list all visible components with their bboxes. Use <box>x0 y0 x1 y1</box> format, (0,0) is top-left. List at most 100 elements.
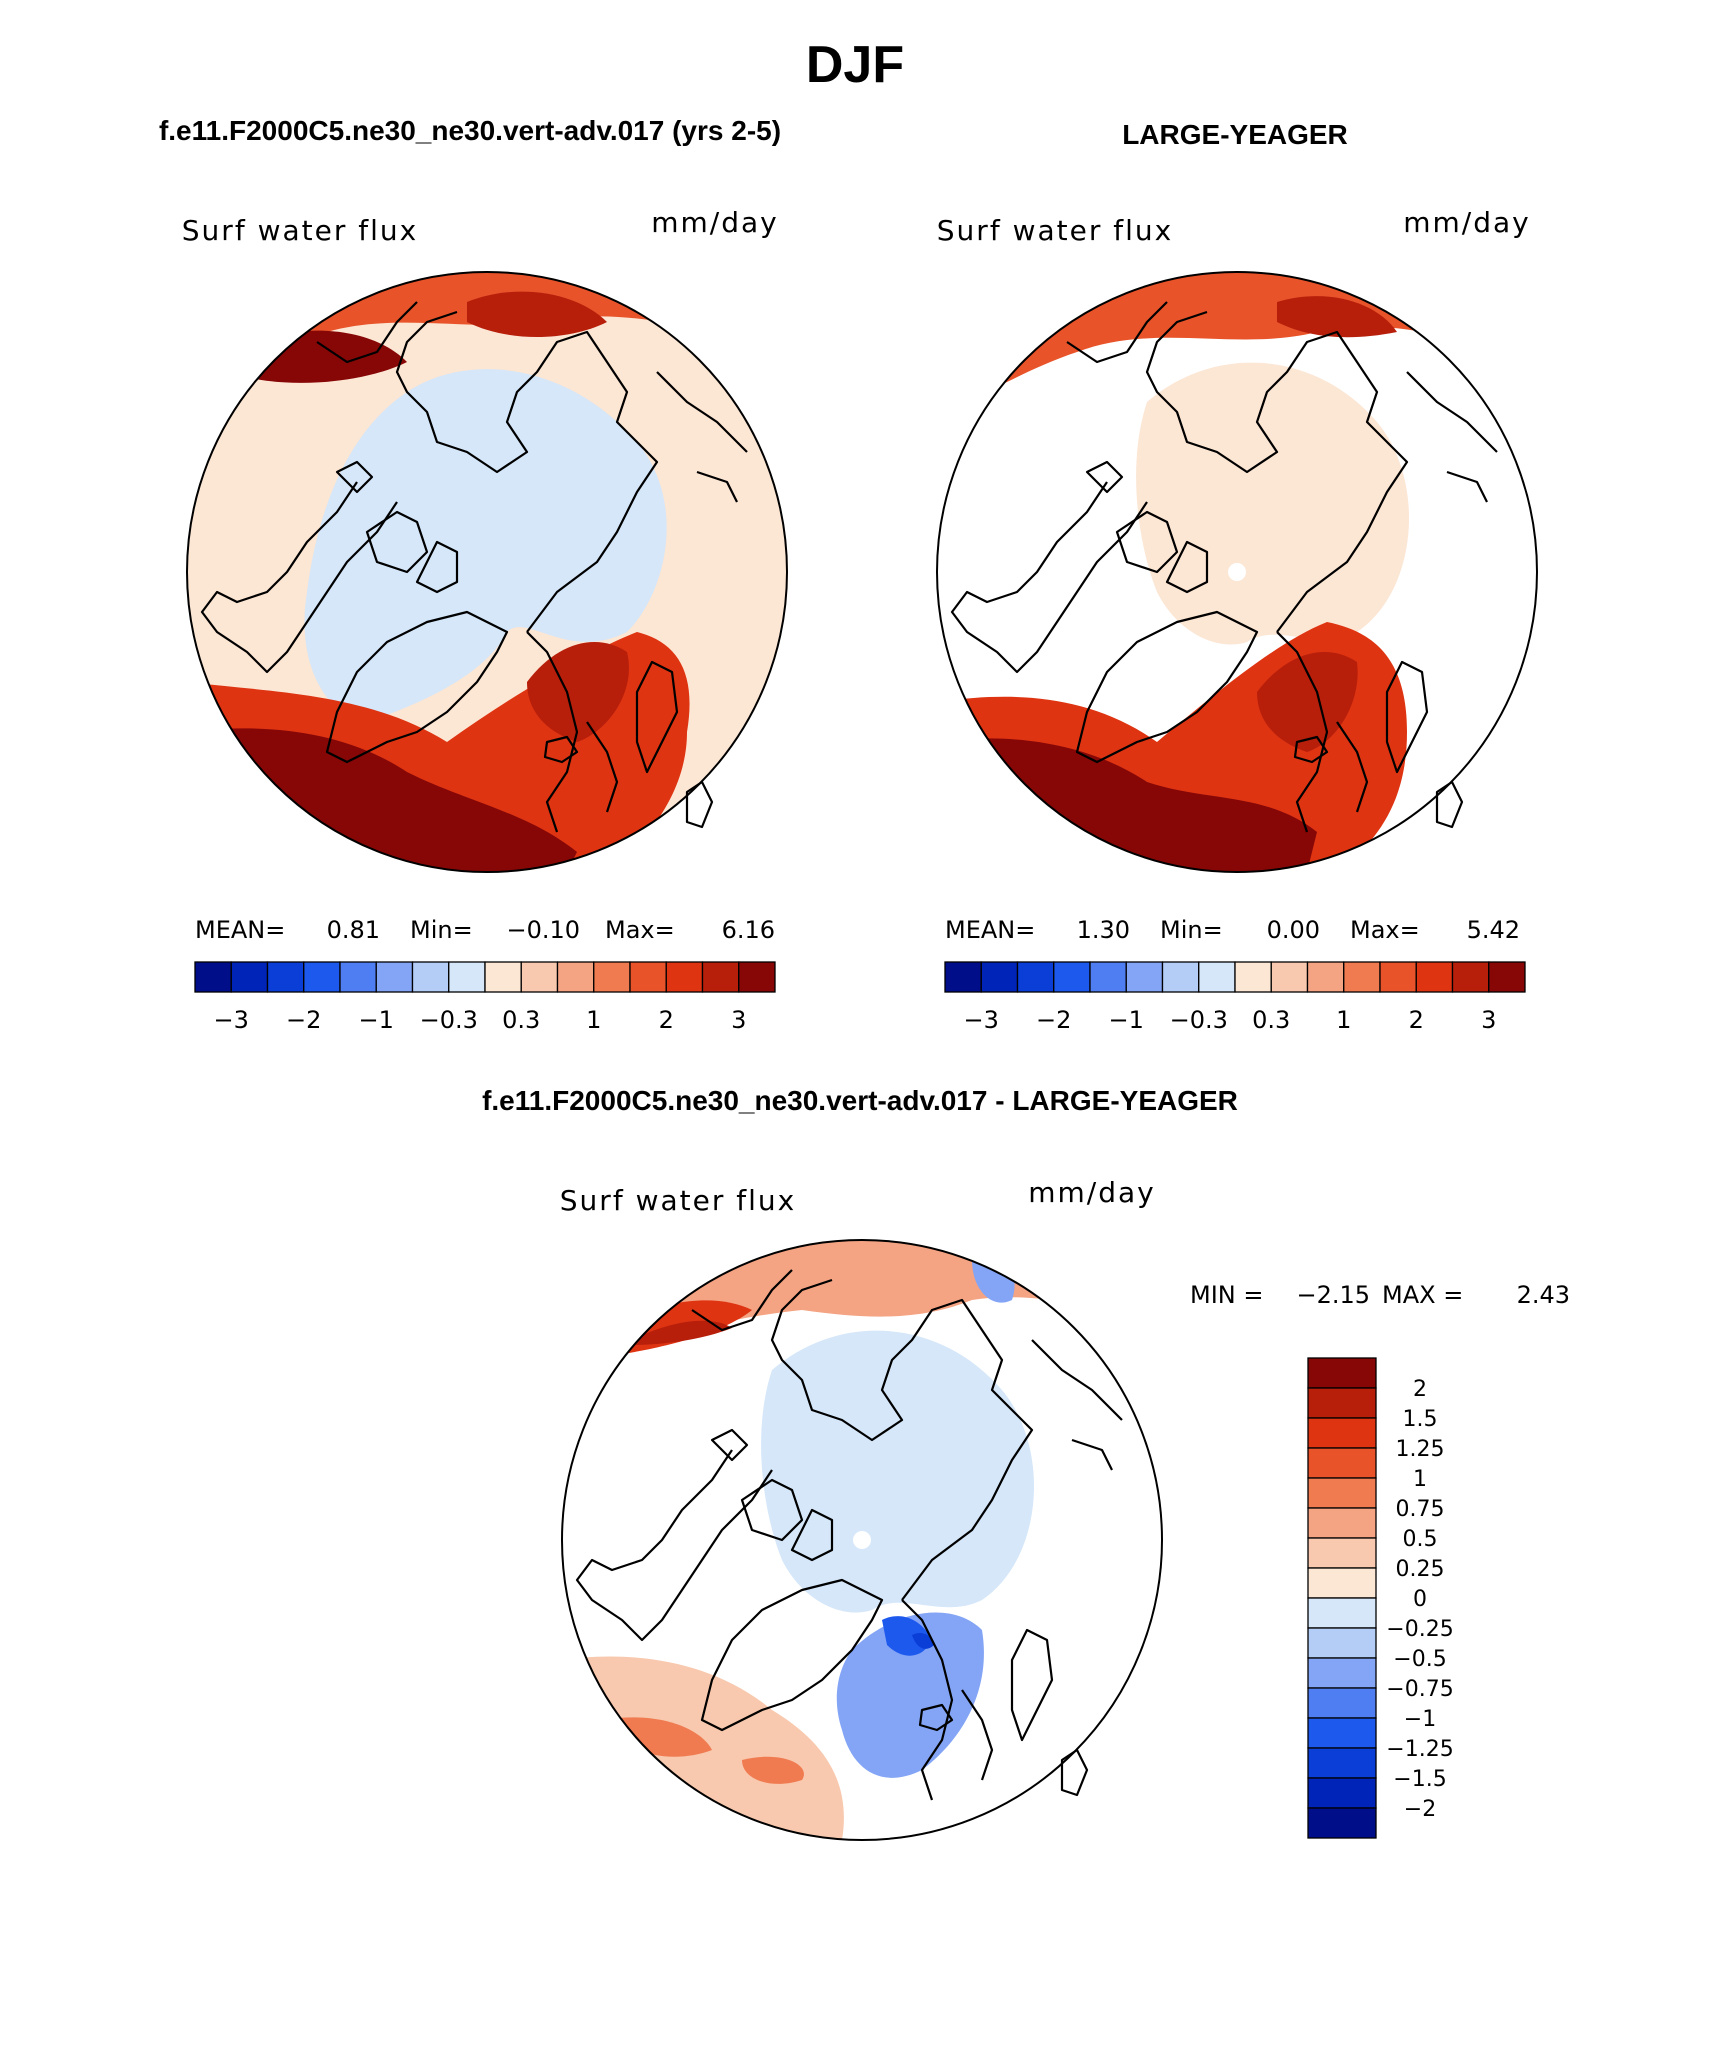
colorbar-cell <box>1307 1537 1377 1569</box>
colorbar-cell <box>1307 1717 1377 1749</box>
colorbar-tick-label: −0.5 <box>1393 1647 1446 1672</box>
diff-max-value: 2.43 <box>1517 1281 1570 1309</box>
panel-obs-units: mm/day <box>1403 206 1531 239</box>
colorbar-cell <box>1307 1447 1377 1479</box>
colorbar-tick-label: −1.25 <box>1386 1737 1453 1762</box>
map-model-field-norse <box>527 642 629 742</box>
colorbar-cell <box>1307 1507 1377 1539</box>
colorbar-cell <box>1053 961 1091 993</box>
colorbar-cell <box>980 961 1019 993</box>
map-obs <box>936 271 1538 873</box>
colorbar-cell <box>1161 961 1200 993</box>
colorbar-cell <box>1343 961 1381 993</box>
panel-model-title: f.e11.F2000C5.ne30_ne30.vert-adv.017 (yr… <box>159 115 781 146</box>
colorbar-cell <box>1307 1387 1377 1419</box>
map-diff-field-arctic-neg <box>761 1330 1035 1613</box>
colorbar-cell <box>701 961 740 993</box>
model-mean-value: 0.81 <box>327 916 380 944</box>
diff-max-label: MAX = <box>1382 1281 1463 1309</box>
colorbar-cell <box>944 961 982 993</box>
colorbar-cell <box>448 961 486 993</box>
page-title: DJF <box>806 36 904 94</box>
colorbar-cell <box>1307 1627 1377 1659</box>
colorbar-cell <box>1307 1597 1377 1629</box>
diff-min-value: −2.15 <box>1296 1281 1370 1309</box>
map-obs-field-norse <box>1257 652 1358 752</box>
colorbar-tick-label: −0.3 <box>420 1006 478 1034</box>
model-min-value: −0.10 <box>506 916 580 944</box>
colorbar-tick-label: −2 <box>286 1006 321 1034</box>
panel-model-variable: Surf water flux <box>182 214 418 247</box>
colorbar-tick-label: −3 <box>214 1006 249 1034</box>
panel-diff-title: f.e11.F2000C5.ne30_ne30.vert-adv.017 - L… <box>482 1085 1238 1116</box>
colorbar-cell <box>593 961 631 993</box>
colorbar-tick-label: −0.3 <box>1170 1006 1228 1034</box>
colorbar-model: −3 −2 −1 −0.3 0.3 1 2 3 <box>194 961 776 1034</box>
colorbar-cell <box>194 961 232 993</box>
colorbar-cell <box>556 961 595 993</box>
colorbar-tick-label: 0.75 <box>1396 1497 1445 1522</box>
diff-min-label: MIN = <box>1190 1281 1263 1309</box>
map-obs-field-pacific-peak <box>1277 296 1397 338</box>
colorbar-tick-label: 0.3 <box>1252 1006 1290 1034</box>
colorbar-obs: −3 −2 −1 −0.3 0.3 1 2 3 <box>944 961 1526 1034</box>
panel-obs-title: LARGE-YEAGER <box>1122 119 1348 150</box>
map-diff <box>561 1239 1163 1841</box>
colorbar-tick-label: −1 <box>359 1006 394 1034</box>
map-diff-field-norse-neg <box>836 1612 984 1778</box>
map-model-field-pacific-max2 <box>467 291 607 337</box>
obs-mean-value: 1.30 <box>1077 916 1130 944</box>
colorbar-tick-label: 2 <box>1409 1006 1424 1034</box>
colorbar-cell <box>339 961 377 993</box>
colorbar-cell <box>1198 961 1236 993</box>
colorbar-cell <box>1307 1807 1377 1839</box>
colorbar-tick-label: −2 <box>1404 1797 1436 1822</box>
panel-model-units: mm/day <box>651 206 779 239</box>
map-diff-field-atlantic-peak2 <box>742 1756 804 1784</box>
map-obs-pole-hole <box>1228 563 1246 581</box>
colorbar-cell <box>1270 961 1309 993</box>
colorbar-cell <box>266 961 305 993</box>
colorbar-cell <box>484 961 522 993</box>
map-diff-field-barents-min2 <box>912 1633 934 1649</box>
panel-obs-variable: Surf water flux <box>937 214 1173 247</box>
obs-max-value: 5.42 <box>1467 916 1520 944</box>
colorbar-tick-label: 1 <box>586 1006 601 1034</box>
colorbar-tick-label: −1.5 <box>1393 1767 1446 1792</box>
colorbar-tick-label: −1 <box>1404 1707 1436 1732</box>
colorbar-cell <box>1307 1687 1377 1719</box>
colorbar-cell <box>1307 1357 1377 1389</box>
colorbar-tick-label: 2 <box>1413 1377 1427 1402</box>
colorbar-tick-label: 1.25 <box>1396 1437 1445 1462</box>
colorbar-tick-label: −2 <box>1036 1006 1071 1034</box>
colorbar-tick-label: −0.75 <box>1386 1677 1453 1702</box>
obs-mean-label: MEAN= <box>945 916 1035 944</box>
colorbar-tick-label: 3 <box>1481 1006 1496 1034</box>
colorbar-cell <box>1415 961 1454 993</box>
colorbar-cell <box>230 961 269 993</box>
colorbar-cell <box>1307 1747 1377 1779</box>
colorbar-tick-label: −3 <box>964 1006 999 1034</box>
colorbar-tick-label: 1.5 <box>1403 1407 1438 1432</box>
colorbar-cell <box>1234 961 1272 993</box>
colorbar-cell <box>1306 961 1345 993</box>
colorbar-cell <box>1307 1417 1377 1449</box>
colorbar-cell <box>629 961 667 993</box>
colorbar-cell <box>1307 1567 1377 1599</box>
colorbar-cell <box>411 961 450 993</box>
panel-diff-variable: Surf water flux <box>560 1184 796 1217</box>
panel-diff-units: mm/day <box>1028 1176 1156 1209</box>
colorbar-cell <box>375 961 414 993</box>
obs-min-value: 0.00 <box>1267 916 1320 944</box>
colorbar-cell <box>303 961 341 993</box>
map-obs-field-arctic <box>1136 362 1410 645</box>
colorbar-cell <box>1307 1657 1377 1689</box>
map-diff-field-pacific-max <box>632 1320 732 1345</box>
colorbar-cell <box>1089 961 1127 993</box>
model-mean-label: MEAN= <box>195 916 285 944</box>
map-model-field-arctic-neg <box>304 369 667 722</box>
panel-diff-stats: MIN = −2.15 MAX = 2.43 <box>1190 1281 1570 1309</box>
colorbar-tick-label: 2 <box>659 1006 674 1034</box>
colorbar-cell <box>520 961 559 993</box>
